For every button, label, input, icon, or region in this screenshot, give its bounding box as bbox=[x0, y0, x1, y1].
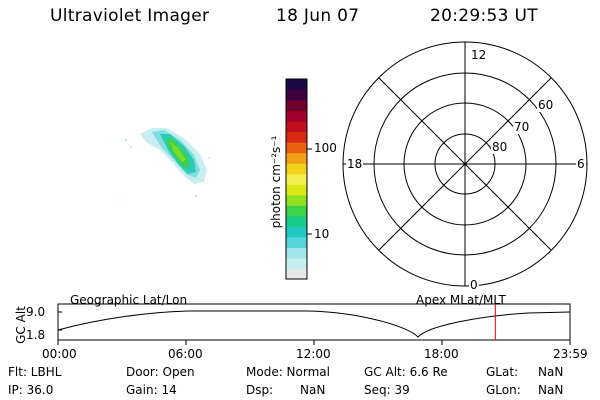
gain-info: Gain: 14 bbox=[126, 383, 177, 397]
colorbar-tick-100: 100 bbox=[314, 141, 337, 155]
polar-label-12: 12 bbox=[470, 48, 488, 62]
aurora-blob bbox=[119, 128, 210, 201]
altitude-curve bbox=[57, 310, 571, 338]
polar-label-0: 0 bbox=[469, 278, 479, 292]
colorbar-segment bbox=[286, 257, 307, 269]
glon-value: NaN bbox=[538, 383, 564, 397]
colorbar-segment bbox=[286, 163, 307, 175]
x-label-2359: 23:59 bbox=[553, 347, 588, 361]
polar-label-18: 18 bbox=[346, 157, 364, 171]
door-info: Door: Open bbox=[126, 365, 195, 379]
glat-value: NaN bbox=[538, 365, 564, 379]
colorbar-tick-10: 10 bbox=[314, 227, 330, 241]
glat-label: GLat: bbox=[486, 365, 519, 379]
colorbar-segment bbox=[286, 121, 307, 133]
polar-diagonal-2 bbox=[378, 77, 552, 251]
gc-alt-info: GC Alt: 6.6 Re bbox=[364, 365, 448, 379]
x-label-1800: 18:00 bbox=[424, 347, 459, 361]
altitude-plot bbox=[57, 303, 571, 345]
colorbar-segment bbox=[286, 215, 307, 227]
altitude-tick-9: 9.0 bbox=[26, 305, 46, 319]
colorbar-segment bbox=[286, 205, 307, 217]
dsp-label: Dsp: bbox=[246, 383, 274, 397]
colorbar-segment bbox=[286, 152, 307, 164]
colorbar-segment bbox=[286, 79, 307, 91]
x-label-0600: 06:00 bbox=[168, 347, 203, 361]
polar-label-70: 70 bbox=[513, 120, 531, 134]
polar-label-80: 80 bbox=[491, 140, 509, 154]
colorbar-segment bbox=[286, 194, 307, 206]
mode-info: Mode: Normal bbox=[246, 365, 330, 379]
colorbar-segment bbox=[286, 110, 307, 122]
dsp-value: NaN bbox=[300, 383, 326, 397]
colorbar-segment bbox=[286, 100, 307, 112]
polar-grid bbox=[342, 41, 588, 287]
colorbar-segment bbox=[286, 173, 307, 185]
header-time: 20:29:53 UT bbox=[430, 6, 538, 26]
colorbar-unit-label: photon cm⁻²s⁻¹ bbox=[269, 135, 283, 229]
x-label-0000: 00:00 bbox=[42, 347, 77, 361]
colorbar-segment bbox=[286, 236, 307, 248]
colorbar-segment bbox=[286, 268, 307, 280]
header-date: 18 Jun 07 bbox=[276, 6, 360, 26]
colorbar-segment bbox=[286, 131, 307, 143]
polar-label-60: 60 bbox=[537, 98, 555, 112]
instrument-title: Ultraviolet Imager bbox=[50, 6, 210, 26]
colorbar-segment bbox=[286, 89, 307, 101]
x-label-1200: 12:00 bbox=[296, 347, 331, 361]
colorbar-segment bbox=[286, 247, 307, 259]
seq-info: Seq: 39 bbox=[364, 383, 410, 397]
filter-info: Flt: LBHL bbox=[8, 365, 62, 379]
altitude-plot-frame bbox=[57, 303, 571, 341]
glon-label: GLon: bbox=[486, 383, 521, 397]
altitude-tick-1-8: 1.8 bbox=[26, 328, 46, 342]
colorbar-segment bbox=[286, 184, 307, 196]
polar-label-6: 6 bbox=[576, 157, 586, 171]
colorbar-segment bbox=[286, 226, 307, 238]
colorbar bbox=[285, 78, 312, 280]
colorbar-segment bbox=[286, 142, 307, 154]
ip-info: IP: 36.0 bbox=[8, 383, 54, 397]
